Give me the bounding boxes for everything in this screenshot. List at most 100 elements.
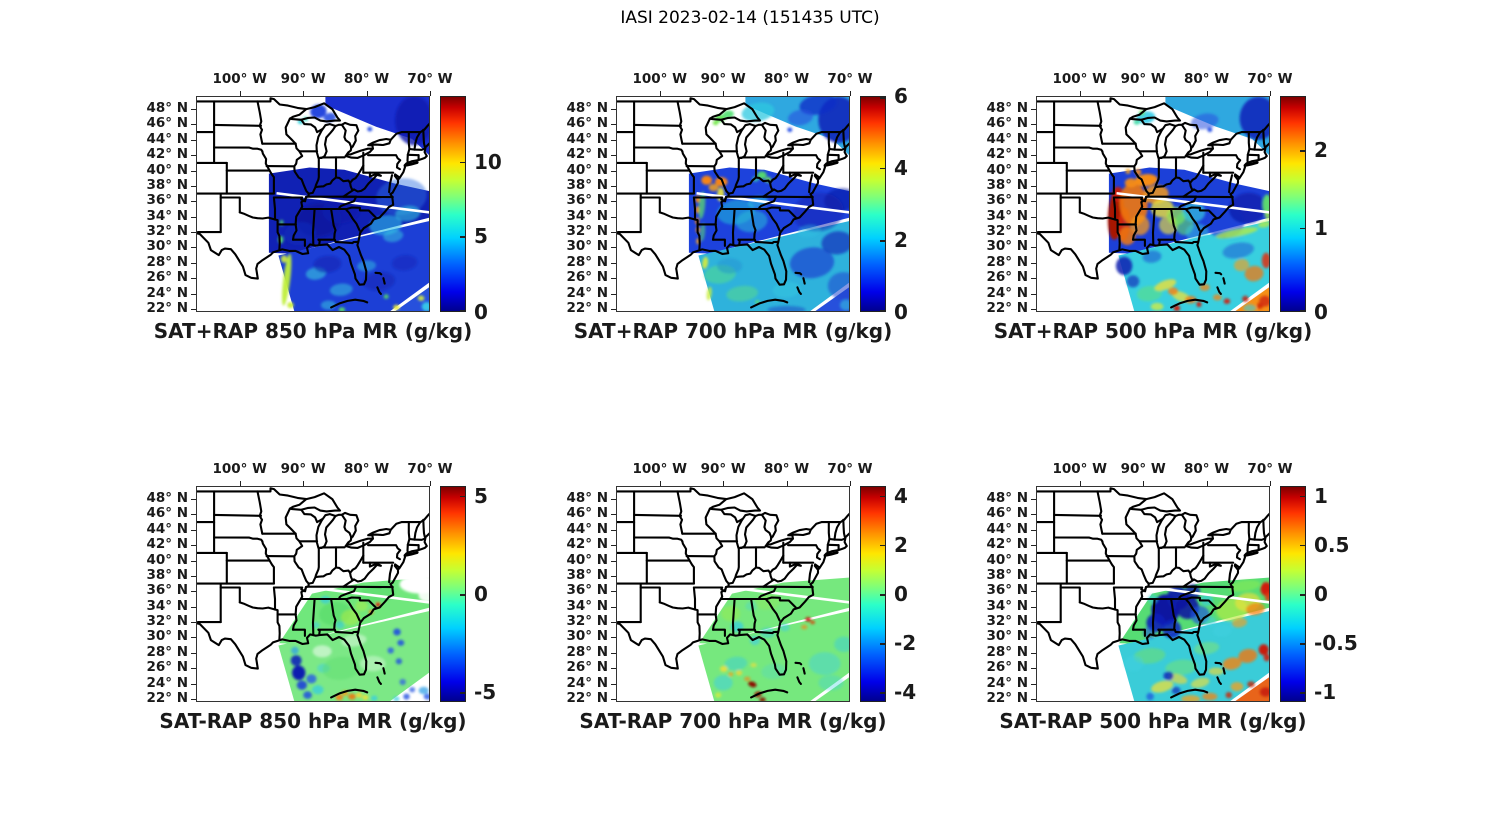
- lat-tick-label: 24° N: [566, 674, 608, 691]
- lat-tick-label: 36° N: [146, 582, 188, 599]
- lat-tick-label: 44° N: [566, 520, 608, 537]
- lat-tick-label: 26° N: [986, 659, 1028, 676]
- map-sat-minus-rap-700: [616, 486, 850, 702]
- lon-tick-mark: [723, 481, 725, 486]
- lat-tick-label: 42° N: [566, 146, 608, 163]
- lat-tick-mark: [1031, 109, 1036, 111]
- lon-tick-mark: [239, 481, 241, 486]
- lon-tick-mark: [430, 481, 431, 486]
- lat-tick-label: 22° N: [146, 299, 188, 316]
- lon-tick-label: 100° W: [212, 461, 268, 477]
- lon-tick-label: 80° W: [764, 71, 810, 87]
- colorbar-tick-label: 0: [474, 300, 488, 324]
- lat-tick-mark: [611, 308, 616, 310]
- lat-tick-mark: [1031, 668, 1036, 670]
- colorbar-tick-label: 0: [1314, 582, 1328, 606]
- lat-tick-mark: [1031, 216, 1036, 218]
- lat-tick-mark: [1031, 575, 1036, 577]
- colorbar-sat-plus-rap-700: [860, 96, 886, 312]
- lat-tick-label: 30° N: [986, 628, 1028, 645]
- colorbar-tick-label: 2: [894, 532, 908, 557]
- lat-tick-label: 22° N: [986, 689, 1028, 706]
- colorbar-sat-plus-rap-500: [1280, 96, 1306, 312]
- lat-tick-mark: [611, 698, 616, 700]
- lat-tick-mark: [611, 109, 616, 111]
- colorbar-tick-label: 2: [894, 228, 908, 253]
- panel-title-sat-plus-rap-700: SAT+RAP 700 hPa MR (g/kg): [573, 319, 893, 343]
- colorbar-tick-mark: [880, 310, 885, 312]
- lon-tick-mark: [366, 481, 368, 486]
- lon-tick-mark: [1143, 481, 1145, 486]
- lat-tick-mark: [611, 139, 616, 141]
- lat-tick-label: 26° N: [566, 659, 608, 676]
- lat-tick-label: 48° N: [566, 100, 608, 117]
- lat-tick-mark: [611, 247, 616, 249]
- lat-tick-mark: [191, 216, 196, 218]
- lat-tick-mark: [1031, 606, 1036, 608]
- lat-tick-mark: [611, 637, 616, 639]
- lat-tick-mark: [1031, 560, 1036, 562]
- lat-tick-label: 34° N: [566, 207, 608, 224]
- lon-tick-label: 80° W: [1184, 461, 1230, 477]
- colorbar-tick-label: -4: [894, 680, 917, 705]
- lon-tick-mark: [1143, 91, 1145, 96]
- lat-tick-mark: [191, 575, 196, 577]
- colorbar-tick-label: 2: [1314, 138, 1328, 162]
- figure-title: IASI 2023-02-14 (151435 UTC): [620, 8, 880, 28]
- lat-tick-label: 32° N: [146, 223, 188, 240]
- lon-tick-label: 90° W: [1120, 461, 1166, 477]
- lat-tick-label: 30° N: [986, 238, 1028, 255]
- lon-tick-mark: [850, 91, 851, 96]
- lon-tick-label: 90° W: [700, 71, 746, 87]
- lat-tick-mark: [191, 668, 196, 670]
- lat-tick-mark: [191, 124, 196, 126]
- lat-tick-mark: [191, 308, 196, 310]
- lat-tick-label: 48° N: [146, 490, 188, 507]
- colorbar-tick-mark: [880, 594, 885, 596]
- lat-tick-label: 24° N: [146, 674, 188, 691]
- panel-title-sat-minus-rap-500: SAT-RAP 500 hPa MR (g/kg): [999, 709, 1307, 733]
- colorbar-tick-mark: [460, 310, 465, 312]
- colorbar-tick-mark: [1300, 544, 1305, 547]
- lat-tick-label: 46° N: [566, 505, 608, 522]
- panel-title-sat-plus-rap-500: SAT+RAP 500 hPa MR (g/kg): [993, 319, 1313, 343]
- lat-tick-label: 28° N: [986, 643, 1028, 660]
- lat-tick-label: 34° N: [146, 207, 188, 224]
- lat-tick-mark: [191, 514, 196, 516]
- colorbar-tick-mark: [880, 97, 885, 99]
- lat-tick-mark: [191, 529, 196, 531]
- lat-tick-label: 42° N: [146, 536, 188, 553]
- lat-tick-label: 26° N: [986, 269, 1028, 286]
- colorbar-tick-label: 0.5: [1314, 532, 1350, 557]
- colorbar-tick-label: 1: [1314, 483, 1328, 508]
- colorbar-tick-label: 5: [474, 224, 488, 249]
- colorbar-tick-mark: [880, 495, 885, 498]
- lat-tick-label: 24° N: [986, 674, 1028, 691]
- lat-tick-mark: [191, 293, 196, 295]
- lat-tick-mark: [1031, 124, 1036, 126]
- lat-tick-label: 48° N: [986, 100, 1028, 117]
- lat-tick-label: 48° N: [986, 490, 1028, 507]
- lon-tick-mark: [850, 481, 851, 486]
- lon-tick-label: 100° W: [1052, 71, 1108, 87]
- map-sat-plus-rap-500: [1036, 96, 1270, 312]
- lat-tick-mark: [611, 652, 616, 654]
- lat-tick-label: 40° N: [566, 161, 608, 178]
- lat-tick-label: 44° N: [986, 130, 1028, 147]
- lon-tick-label: 100° W: [632, 71, 688, 87]
- lat-tick-mark: [1031, 155, 1036, 157]
- colorbar-tick-label: 10: [474, 149, 502, 174]
- lat-tick-mark: [1031, 698, 1036, 700]
- lat-tick-mark: [611, 262, 616, 264]
- lat-tick-label: 48° N: [146, 100, 188, 117]
- colorbar-tick-mark: [880, 643, 885, 645]
- lat-tick-label: 32° N: [986, 223, 1028, 240]
- lat-tick-mark: [611, 293, 616, 295]
- colorbar-tick-mark: [1300, 227, 1305, 230]
- lat-tick-mark: [191, 499, 196, 501]
- lon-tick-label: 70° W: [407, 71, 453, 87]
- lat-tick-label: 42° N: [146, 146, 188, 163]
- lon-tick-mark: [303, 481, 305, 486]
- lat-tick-label: 36° N: [566, 582, 608, 599]
- lon-tick-mark: [1270, 481, 1271, 486]
